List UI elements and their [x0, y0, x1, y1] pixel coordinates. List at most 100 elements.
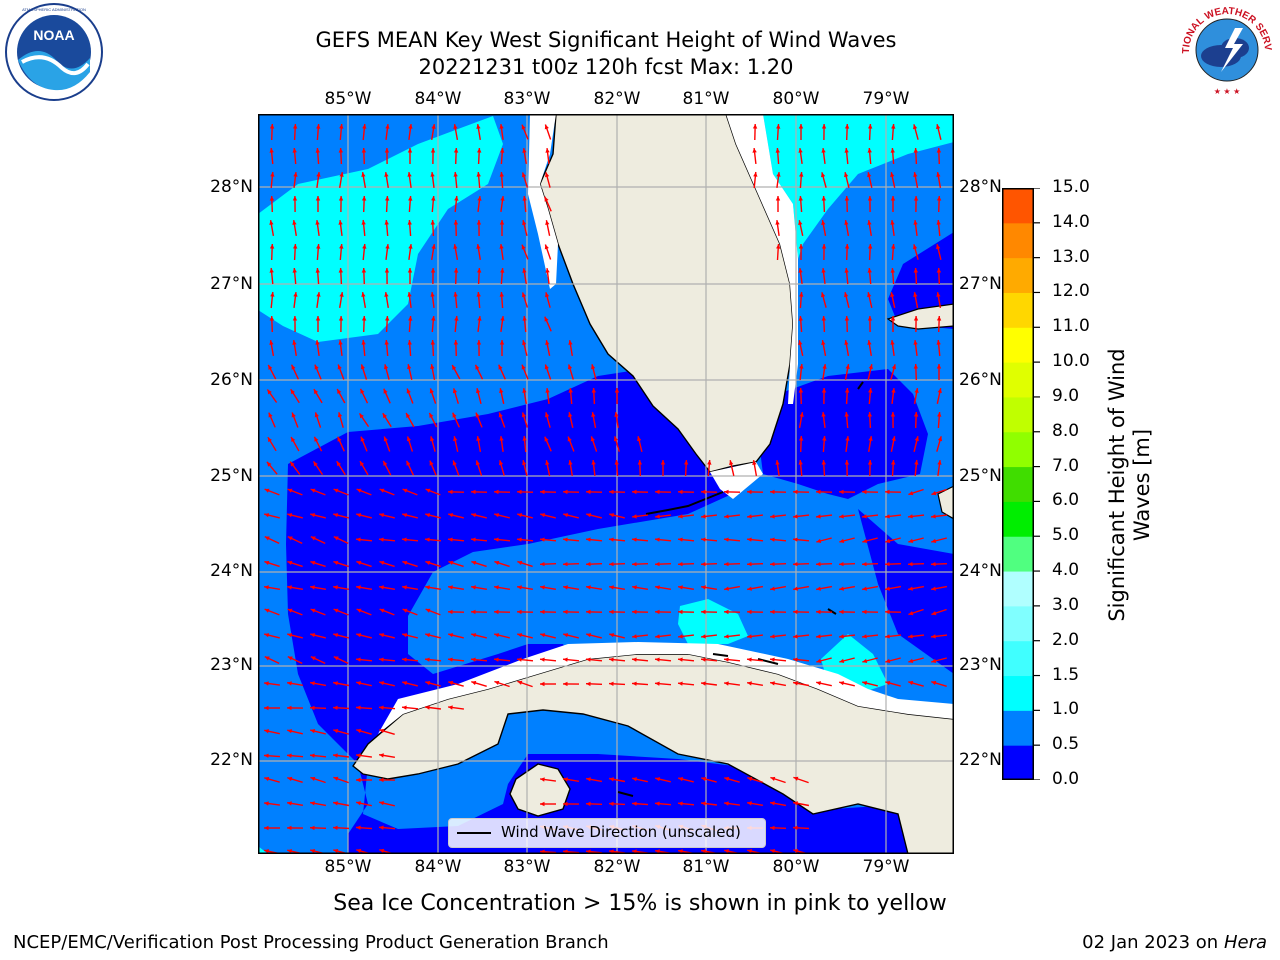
wave-direction-arrowhead [379, 488, 385, 493]
wave-direction-arrowhead [862, 586, 867, 591]
wave-direction-arrowhead [770, 609, 775, 615]
wave-direction-arrowhead [477, 316, 482, 321]
wave-direction-arrowhead [678, 657, 683, 662]
colorbar-segment [1002, 571, 1034, 607]
wave-direction-arrowhead [913, 172, 918, 177]
wave-direction-arrowhead [632, 537, 637, 542]
wave-direction-arrowhead [844, 268, 849, 273]
wave-direction-arrowhead [266, 461, 272, 467]
wave-direction-arrowhead [291, 437, 296, 442]
wave-direction-arrowhead [292, 340, 297, 345]
wave-direction-arrowhead [336, 461, 341, 467]
wave-direction-arrowhead [471, 633, 477, 638]
wave-direction-arrowhead [540, 681, 545, 687]
wave-direction-arrowhead [867, 268, 872, 273]
wave-direction-arrowhead [793, 586, 798, 591]
wave-direction-arrowhead [770, 681, 775, 686]
wave-direction-arrowhead [931, 586, 936, 591]
wave-direction-arrowhead [499, 292, 504, 297]
wave-direction-arrowhead [517, 489, 522, 495]
wave-direction-arrowhead [292, 316, 298, 321]
wave-direction-arrowhead [609, 609, 614, 615]
wave-direction-arrowhead [632, 801, 637, 806]
wave-direction-arrowhead [269, 340, 274, 345]
wave-direction-arrowhead [494, 680, 500, 685]
svg-text:ATMOSPHERIC ADMINISTRATION: ATMOSPHERIC ADMINISTRATION [22, 7, 86, 12]
colorbar-tick-label: 11.0 [1052, 316, 1090, 337]
wave-direction-arrowhead [337, 389, 342, 394]
wave-direction-arrowhead [316, 124, 321, 129]
wave-direction-arrowhead [287, 801, 292, 806]
wave-direction-arrowhead [678, 537, 683, 542]
wave-direction-arrowhead [891, 364, 896, 370]
wave-direction-arrowhead [586, 633, 592, 638]
wave-direction-arrowhead [867, 460, 873, 465]
wave-direction-arrowhead [724, 489, 729, 495]
wave-direction-arrowhead [471, 609, 476, 615]
wave-direction-arrowhead [338, 316, 344, 321]
colorbar-tick-label: 4.0 [1052, 560, 1080, 581]
wave-direction-arrowhead [822, 436, 827, 441]
wave-direction-arrowhead [356, 801, 361, 806]
wave-direction-arrowhead [315, 148, 320, 153]
wave-direction-arrowhead [310, 608, 316, 613]
wave-direction-arrowhead [701, 634, 706, 639]
wave-direction-arrowhead [287, 729, 293, 734]
wave-direction-arrowhead [287, 608, 293, 613]
wave-direction-arrowhead [891, 244, 896, 249]
wave-direction-arrowhead [937, 388, 942, 393]
wave-direction-arrowhead [931, 538, 937, 543]
wave-direction-arrowhead [360, 388, 365, 394]
wave-direction-arrowhead [885, 634, 890, 639]
wave-direction-arrowhead [885, 514, 890, 519]
wave-direction-arrowhead [660, 460, 666, 465]
footer-host: Hera [1223, 932, 1267, 953]
wave-direction-arrowhead [844, 148, 849, 153]
wave-direction-arrowhead [500, 268, 505, 273]
wave-direction-arrowhead [770, 825, 775, 831]
wave-direction-arrowhead [821, 196, 826, 201]
wave-direction-arrowhead [770, 537, 775, 542]
wave-direction-arrowhead [655, 681, 660, 686]
wave-direction-arrowhead [678, 777, 684, 782]
wave-direction-arrowhead [454, 196, 459, 201]
wave-direction-arrowhead [337, 412, 343, 418]
wave-direction-arrowhead [770, 562, 775, 567]
wave-direction-arrowhead [310, 681, 315, 686]
wave-direction-arrowhead [931, 611, 937, 616]
wave-direction-arrowhead [315, 316, 321, 321]
wave-direction-arrowhead [431, 196, 436, 201]
wave-direction-arrowhead [793, 537, 798, 542]
wave-direction-arrowhead [545, 148, 550, 153]
wave-direction-arrowhead [862, 538, 868, 543]
wave-direction-arrowhead [267, 389, 272, 395]
wave-direction-arrowhead [521, 244, 526, 250]
wave-direction-arrowhead [799, 412, 804, 417]
colorbar-tick-marks [1033, 188, 1043, 780]
wave-direction-arrowhead [913, 292, 918, 297]
wave-direction-arrowhead [655, 537, 660, 542]
land-isle-of-youth [509, 763, 571, 817]
wave-direction-arrowhead [521, 124, 526, 130]
wave-direction-arrowhead [839, 562, 844, 567]
wave-direction-arrowhead [540, 537, 545, 542]
wave-direction-arrowhead [845, 364, 850, 369]
wave-direction-arrowhead [839, 586, 844, 591]
wave-direction-arrowhead [333, 729, 339, 734]
wave-direction-arrowhead [315, 340, 320, 345]
wave-direction-arrowhead [590, 436, 595, 442]
wave-direction-arrowhead [522, 268, 527, 273]
wave-direction-arrowhead [287, 585, 292, 590]
colorbar-segment [1002, 605, 1034, 642]
wave-direction-arrowhead [563, 537, 568, 542]
wave-direction-arrowhead [453, 268, 459, 273]
wave-direction-arrowhead [310, 825, 315, 831]
colorbar-tick-label: 0.0 [1052, 769, 1080, 789]
wave-direction-arrowhead [356, 608, 362, 613]
wave-direction-arrowhead [867, 220, 872, 225]
wave-direction-arrowhead [793, 801, 798, 806]
wave-direction-arrowhead [793, 825, 798, 830]
wave-direction-arrowhead [310, 753, 315, 758]
wave-direction-arrowhead [333, 849, 339, 854]
wave-direction-arrowhead [431, 244, 436, 249]
